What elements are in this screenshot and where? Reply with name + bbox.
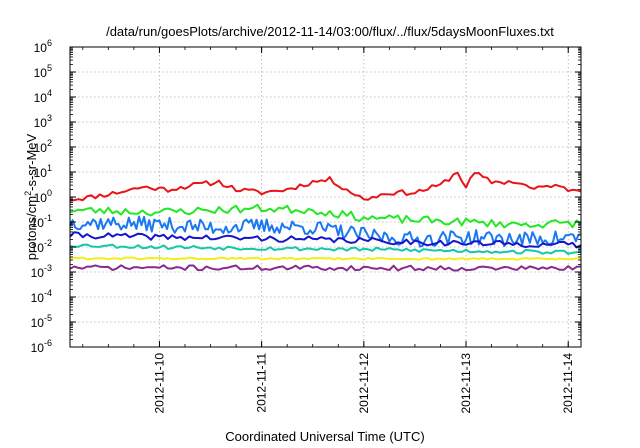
series-lines (69, 171, 582, 272)
y-tick-label: 10-6 (31, 338, 52, 355)
x-tick-label: 2012-11-12 (357, 353, 371, 414)
y-axis-label-rest: -s-sr-MeV (24, 133, 39, 190)
y-tick-label: 105 (34, 63, 52, 80)
x-tick-label: 2012-11-10 (152, 353, 166, 414)
chart-title: /data/run/goesPlots/archive/2012-11-14/0… (106, 24, 554, 39)
y-tick-label: 104 (34, 88, 52, 105)
x-tick-label: 2012-11-11 (255, 353, 269, 413)
series-line-5 (69, 243, 582, 255)
series-line-7 (69, 264, 582, 272)
series-line-2 (69, 203, 582, 229)
y-tick-label: 10-1 (31, 213, 52, 230)
y-tick-label: 106 (34, 38, 52, 55)
y-tick-label: 102 (34, 138, 52, 155)
y-tick-label: 10-3 (31, 263, 52, 280)
y-tick-label: 10-2 (31, 238, 52, 255)
y-axis-label-base: protons/cm (24, 196, 39, 260)
y-tick-label: 10-4 (31, 288, 52, 305)
x-axis-label: Coordinated Universal Time (UTC) (225, 429, 424, 444)
series-line-4 (69, 231, 582, 249)
y-axis-label-exponent: 2 (23, 191, 33, 196)
x-tick-label: 2012-11-13 (459, 353, 473, 414)
y-tick-label: 10-5 (31, 313, 52, 330)
x-tick-label: 2012-11-14 (561, 353, 575, 414)
y-tick-label: 100 (34, 188, 52, 205)
series-line-1 (69, 171, 582, 202)
y-tick-label: 103 (34, 113, 52, 130)
y-tick-label: 101 (34, 163, 52, 180)
grid (70, 47, 581, 347)
series-line-3 (69, 215, 582, 248)
y-axis-label: protons/cm2-s-sr-MeV (23, 133, 39, 260)
series-line-6 (69, 256, 582, 261)
axis-ticks: 10-6 10-5 10-4 10-3 10-2 10-1 100 101 102 103 104 1… (31, 38, 581, 414)
